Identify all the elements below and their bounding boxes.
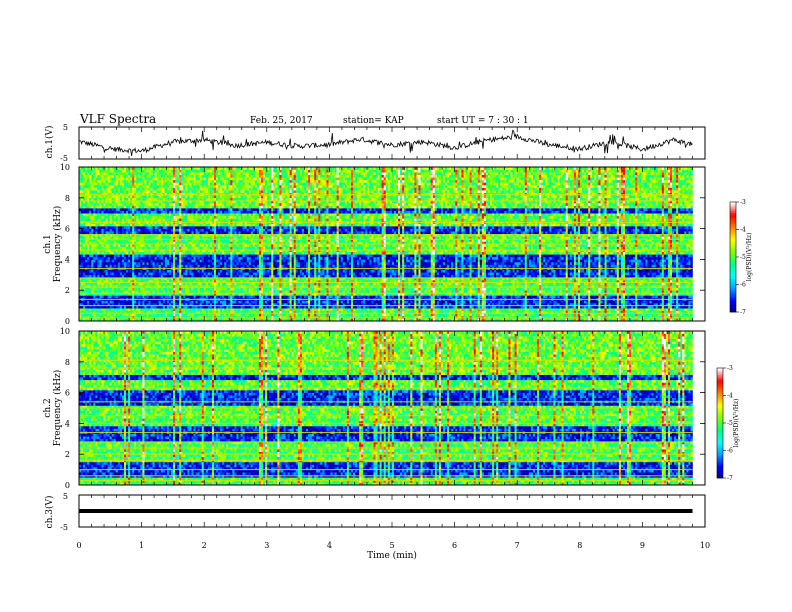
ch2-spectrogram-image (79, 331, 693, 485)
frequency-tick-label: 0 (65, 317, 70, 326)
frequency-tick-label: 2 (65, 450, 70, 459)
ch1-spectrogram-image (79, 167, 693, 321)
frequency-tick-label: 6 (65, 225, 70, 234)
time-tick-label: 6 (452, 541, 457, 550)
ch1-frequency-ylabel: Frequency (kHz) (52, 206, 63, 283)
time-axis-tick-labels: 0 1 2 3 4 5 6 7 8 9 10 (76, 541, 710, 550)
time-tick-label: 3 (264, 541, 269, 550)
ch2-colorbar: -3-4-5-6-7 log(PSD)(V²/Hz) (717, 365, 740, 482)
start-time-label: start UT = 7 : 30 : 1 (437, 116, 529, 126)
time-tick-label: 4 (327, 541, 332, 550)
frequency-tick-label: 10 (60, 327, 70, 336)
frequency-tick-label: 4 (65, 255, 70, 264)
colorbar-tick-label: -6 (727, 448, 733, 455)
time-axis-label: Time (min) (367, 550, 417, 561)
vlf-spectra-figure: VLF Spectra Feb. 25, 2017 station= KAP s… (0, 0, 792, 612)
time-tick-label: 7 (515, 541, 520, 550)
colorbar-tick-label: -3 (727, 365, 733, 372)
ch1-waveform-trace (79, 130, 693, 156)
date-label: Feb. 25, 2017 (250, 116, 313, 126)
ch3-voltage-ylabel: ch.3(V) (44, 496, 55, 529)
station-label: station= KAP (343, 116, 404, 126)
ch2-frequency-ylabel: Frequency (kHz) (52, 370, 63, 447)
frequency-tick-label: 8 (65, 358, 70, 367)
figure-title: VLF Spectra (79, 112, 156, 126)
ch3-ytick-top: 5 (63, 492, 68, 501)
colorbar-tick-label: -4 (727, 393, 733, 400)
time-tick-label: 2 (202, 541, 207, 550)
time-tick-label: 9 (640, 541, 645, 550)
ch1-channel-ylabel: ch.1 (43, 234, 53, 253)
frequency-tick-label: 2 (65, 286, 70, 295)
colorbar-tick-label: -7 (740, 309, 746, 316)
colorbar-tick-label: -6 (740, 282, 746, 289)
ch1-colorbar-label: log(PSD)(V²/Hz) (746, 233, 753, 282)
colorbar-tick-label: -4 (740, 227, 746, 234)
ch1-voltage-ylabel: ch.1(V) (44, 126, 55, 159)
ch1-ytick-top: 5 (63, 123, 68, 132)
ch1-waveform-line (79, 130, 693, 156)
ch1-ytick-bottom: -5 (60, 154, 68, 163)
time-tick-label: 5 (389, 541, 394, 550)
frequency-tick-label: 0 (65, 481, 70, 490)
ch1-colorbar: -3-4-5-6-7 log(PSD)(V²/Hz) (730, 199, 753, 316)
frequency-tick-label: 10 (60, 163, 70, 172)
time-tick-label: 10 (700, 541, 710, 550)
ch3-waveform-panel: ch.3(V) 5 -5 (44, 492, 705, 532)
ch2-colorbar-label: log(PSD)(V²/Hz) (733, 399, 740, 448)
time-tick-label: 8 (577, 541, 582, 550)
frequency-tick-label: 4 (65, 419, 70, 428)
frequency-tick-label: 6 (65, 389, 70, 398)
colorbar-tick-label: -7 (727, 475, 733, 482)
frequency-tick-label: 8 (65, 194, 70, 203)
ch1-waveform-panel: ch.1(V) 5 -5 (44, 123, 705, 163)
colorbar-tick-label: -3 (740, 199, 746, 206)
time-tick-label: 1 (139, 541, 144, 550)
ch2-channel-ylabel: ch.2 (43, 398, 53, 417)
ch3-ytick-bottom: -5 (60, 523, 68, 532)
time-tick-label: 0 (76, 541, 81, 550)
